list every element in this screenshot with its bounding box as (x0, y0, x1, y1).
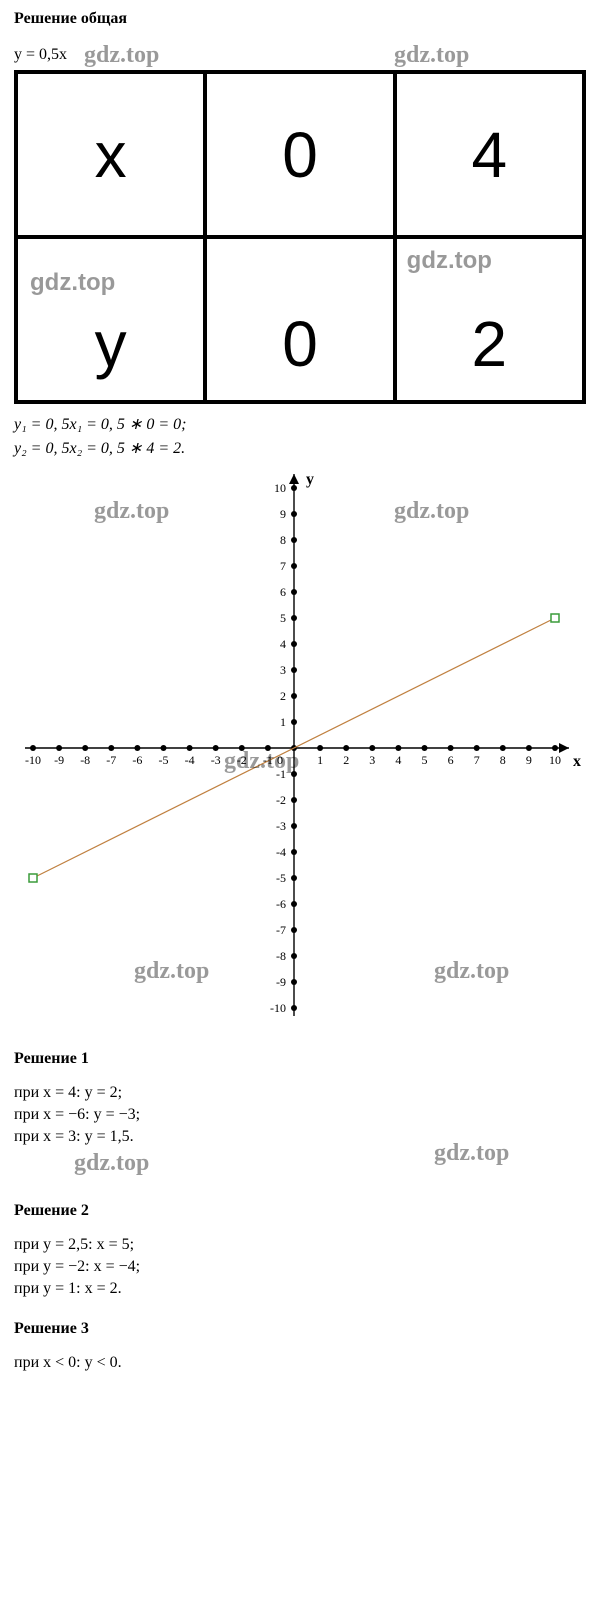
watermark: gdz.top (74, 1150, 149, 1177)
solution-line: при x = −6: y = −3; (14, 1106, 586, 1124)
svg-text:-7: -7 (276, 923, 286, 937)
chart: -10 -9 -8 -7 -6 -5 -4 -3 -2 -1 1 2 3 4 5 6 7 8 9 10 -10 -9 -8 -… (14, 468, 586, 1028)
svg-text:-3: -3 (211, 753, 221, 767)
svg-text:10: 10 (274, 481, 286, 495)
calculation-line: y₁ = 0, 5x₁ = 0, 5 ∗ 0 = 0; (14, 414, 586, 434)
svg-text:-10: -10 (25, 753, 41, 767)
watermark: gdz.top (407, 247, 492, 275)
svg-text:6: 6 (448, 753, 454, 767)
svg-text:x: x (573, 753, 581, 770)
solution-line: при x < 0: y < 0. (14, 1354, 586, 1372)
svg-text:-9: -9 (276, 975, 286, 989)
table-cell: 0 (205, 72, 394, 237)
section-title-general: Решение общая (14, 10, 586, 28)
table-row: gdz.top y 0 gdz.top 2 (16, 237, 584, 402)
calculation-line: y₂ = 0, 5x₂ = 0, 5 ∗ 4 = 2. (14, 438, 586, 458)
svg-text:-2: -2 (237, 753, 247, 767)
svg-text:-10: -10 (270, 1001, 286, 1015)
solution-line: при x = 3: y = 1,5. (14, 1128, 586, 1146)
svg-text:-2: -2 (276, 793, 286, 807)
section-title-solution: Решение 1 (14, 1050, 586, 1068)
data-table: x 0 4 gdz.top y 0 gdz.top 2 (14, 70, 586, 404)
svg-text:5: 5 (280, 611, 286, 625)
svg-text:y: y (306, 471, 314, 488)
svg-text:3: 3 (280, 663, 286, 677)
svg-text:7: 7 (280, 559, 286, 573)
svg-text:9: 9 (526, 753, 532, 767)
solution-line: при y = 2,5: x = 5; (14, 1236, 586, 1254)
svg-text:2: 2 (280, 689, 286, 703)
svg-text:-8: -8 (276, 949, 286, 963)
table-cell: gdz.top y (16, 237, 205, 402)
svg-text:3: 3 (369, 753, 375, 767)
svg-text:-7: -7 (106, 753, 116, 767)
table-row: x 0 4 (16, 72, 584, 237)
svg-text:8: 8 (500, 753, 506, 767)
svg-text:-4: -4 (185, 753, 195, 767)
svg-text:-5: -5 (276, 871, 286, 885)
svg-text:-5: -5 (159, 753, 169, 767)
svg-text:-6: -6 (132, 753, 142, 767)
table-cell: x (16, 72, 205, 237)
svg-text:-3: -3 (276, 819, 286, 833)
table-cell: 4 (395, 72, 584, 237)
svg-text:4: 4 (280, 637, 286, 651)
table-cell: 0 (205, 237, 394, 402)
svg-text:1: 1 (317, 753, 323, 767)
svg-text:-1: -1 (276, 767, 286, 781)
svg-text:-6: -6 (276, 897, 286, 911)
svg-text:4: 4 (395, 753, 401, 767)
solution-line: при y = −2: x = −4; (14, 1258, 586, 1276)
svg-text:-9: -9 (54, 753, 64, 767)
chart-svg: -10 -9 -8 -7 -6 -5 -4 -3 -2 -1 1 2 3 4 5 6 7 8 9 10 -10 -9 -8 -… (14, 468, 586, 1028)
svg-text:-4: -4 (276, 845, 286, 859)
solution-line: при y = 1: x = 2. (14, 1280, 586, 1298)
svg-text:10: 10 (549, 753, 561, 767)
svg-text:-8: -8 (80, 753, 90, 767)
svg-text:9: 9 (280, 507, 286, 521)
svg-text:8: 8 (280, 533, 286, 547)
section-title-solution: Решение 2 (14, 1202, 586, 1220)
svg-text:2: 2 (343, 753, 349, 767)
svg-text:6: 6 (280, 585, 286, 599)
svg-text:7: 7 (474, 753, 480, 767)
svg-text:1: 1 (280, 715, 286, 729)
watermark: gdz.top (30, 269, 115, 297)
equation: y = 0,5x (14, 46, 586, 64)
section-title-solution: Решение 3 (14, 1320, 586, 1338)
solution-line: при x = 4: y = 2; (14, 1084, 586, 1102)
table-cell: gdz.top 2 (395, 237, 584, 402)
svg-text:5: 5 (422, 753, 428, 767)
svg-text:-1: -1 (263, 753, 273, 767)
